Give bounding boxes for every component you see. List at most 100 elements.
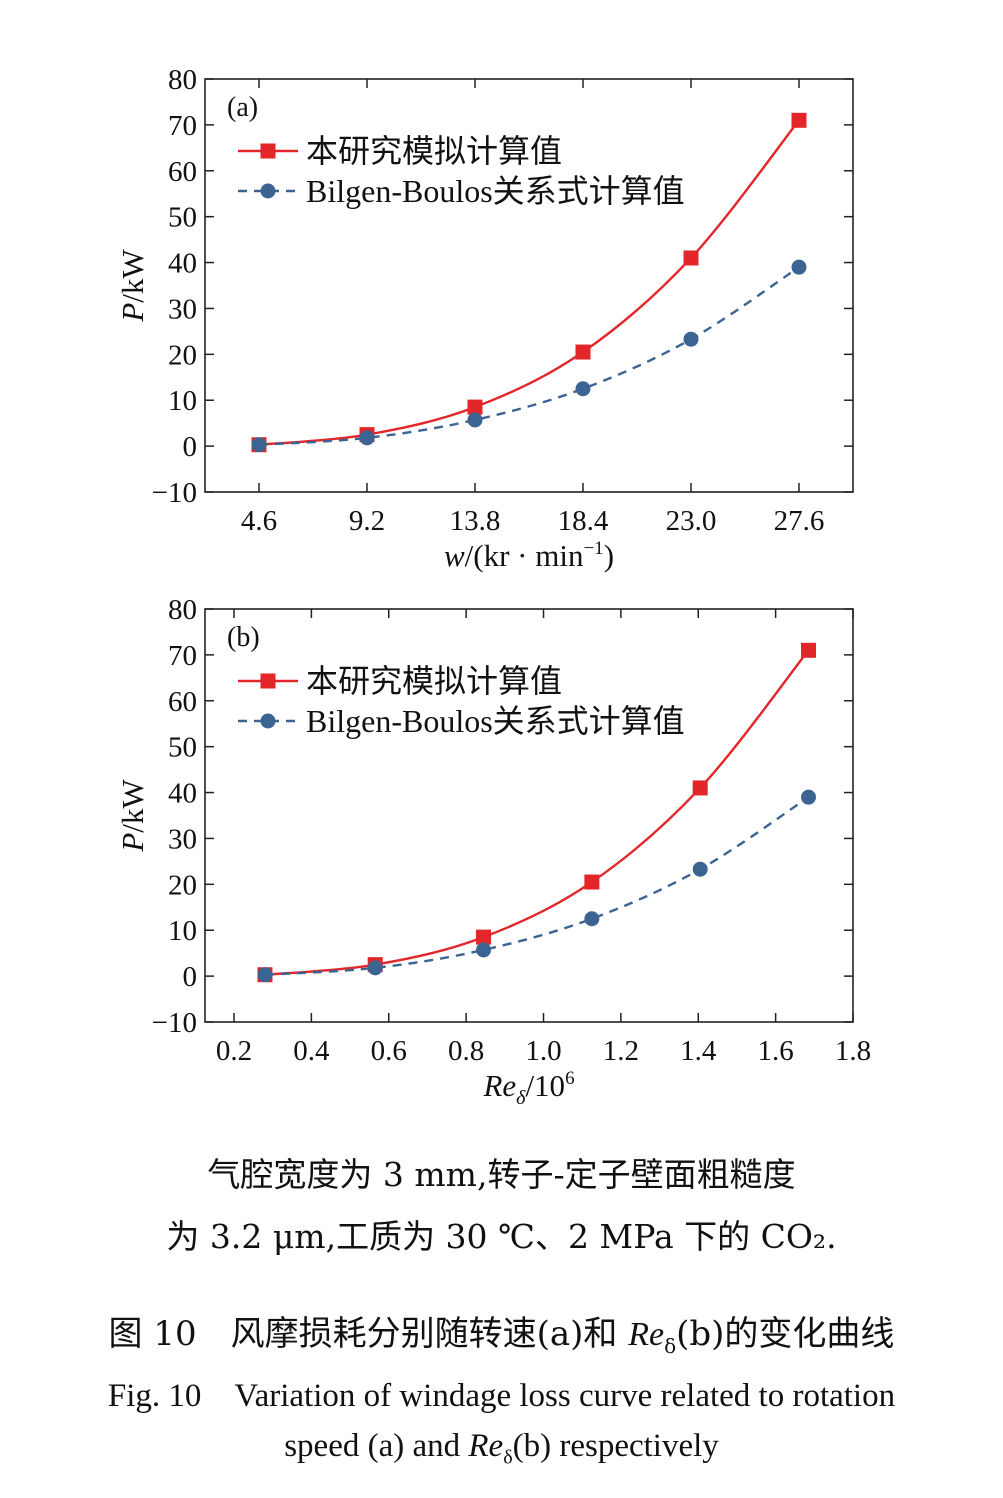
x-tick-label: 0.4: [293, 1035, 330, 1067]
chart-panel-b: −10 0 10 20 30 40 50 60 70 80 0.2 0.4 0.6 0.8 1.0 1.2 1.…: [115, 594, 871, 1109]
y-tick-label: 40: [168, 778, 197, 810]
chart-panel-a: −10 0 10 20 30 40 50 60 70 80 4.6 9.2 13.8 18.4 23.0 27…: [115, 64, 854, 573]
y-tick-label: 60: [168, 156, 197, 188]
plot-frame: [204, 78, 854, 493]
data-point-circle: [791, 259, 807, 275]
x-axis-label-var: Re: [482, 1068, 516, 1103]
y-axis-label-var: P: [115, 303, 150, 323]
x-tick-label: 1.4: [680, 1035, 717, 1067]
figure-title-en-pre: speed (a) and: [284, 1428, 469, 1464]
y-axis-label-unit: /kW: [115, 779, 150, 833]
y-tick-label: 70: [168, 110, 197, 142]
y-tick-label: 0: [183, 431, 198, 463]
figure-title-en-var: Re: [468, 1428, 504, 1464]
x-axis-label-sup: −1: [583, 538, 603, 559]
y-axis-label: P/kW: [115, 779, 150, 853]
data-point-square: [584, 874, 600, 890]
x-axis-label: w/(kr · min−1): [444, 538, 614, 573]
figure-title-en-post: (b) respectively: [512, 1428, 719, 1464]
x-tick-label: 1.2: [603, 1035, 639, 1067]
y-tick-label: 40: [168, 248, 197, 280]
legend-label-2: Bilgen-Boulos关系式计算值: [306, 703, 685, 739]
data-point-circle: [257, 967, 273, 983]
data-point-circle: [584, 911, 600, 927]
y-tick-label: 0: [183, 961, 198, 993]
y-tick-label: 20: [168, 339, 197, 371]
data-point-square: [791, 112, 807, 128]
panel-label: (b): [227, 622, 260, 653]
data-point-square: [692, 780, 708, 796]
y-tick-label: −10: [152, 1007, 197, 1039]
x-axis-label-sub: δ: [516, 1087, 526, 1109]
x-tick-label: 0.6: [371, 1035, 407, 1067]
legend-label-1: 本研究模拟计算值: [306, 663, 562, 699]
data-point-square: [476, 929, 492, 945]
data-point-square: [467, 399, 483, 415]
figure-title-en-sub: δ: [503, 1446, 513, 1469]
data-point-circle: [801, 789, 817, 805]
figure-title-cn-var: Re: [628, 1316, 665, 1353]
data-point-circle: [359, 430, 375, 446]
legend-marker-circle: [260, 713, 276, 729]
y-tick-label: 80: [168, 64, 197, 96]
x-axis-label-close: ): [604, 538, 614, 573]
x-tick-label: 0.8: [448, 1035, 484, 1067]
data-point-circle: [367, 960, 383, 976]
plot-frame: [204, 608, 854, 1023]
x-tick-label: 0.2: [216, 1035, 252, 1067]
data-point-square: [801, 642, 817, 658]
y-tick-label: 20: [168, 869, 197, 901]
series-line-2: [258, 266, 800, 446]
y-tick-label: 50: [168, 202, 197, 234]
y-tick-label: 80: [168, 594, 197, 626]
figure-note-line-1: 气腔宽度为 3 mm,转子-定子壁面粗糙度: [207, 1155, 796, 1194]
x-tick-label: 1.6: [758, 1035, 794, 1067]
data-point-circle: [683, 331, 699, 347]
x-tick-label: 4.6: [241, 505, 277, 537]
figure-title-en-line-2: speed (a) and Reδ(b) respectively: [0, 1428, 1003, 1470]
x-axis-label-unit: /10: [525, 1068, 565, 1103]
legend-marker-square: [260, 143, 276, 159]
figure-title-cn: 图 10 风摩损耗分别随转速(a)和 Reδ(b)的变化曲线: [0, 1306, 1003, 1358]
figure-title-cn-sub: δ: [664, 1333, 677, 1358]
data-point-circle: [575, 381, 591, 397]
x-axis-label-unit: /(kr · min: [465, 538, 584, 573]
figure-title-en-line-1: Fig. 10 Variation of windage loss curve …: [107, 1378, 896, 1414]
x-axis-label-sup: 6: [565, 1068, 575, 1089]
data-point-circle: [251, 437, 267, 453]
data-point-circle: [692, 861, 708, 877]
x-tick-label: 18.4: [558, 505, 609, 537]
y-tick-label: 30: [168, 293, 197, 325]
x-tick-label: 1.0: [525, 1035, 561, 1067]
legend-label-2: Bilgen-Boulos关系式计算值: [306, 173, 685, 209]
figure-title-cn-post: (b)的变化曲线: [676, 1314, 895, 1354]
data-point-circle: [476, 942, 492, 958]
y-axis-label-var: P: [115, 833, 150, 853]
x-tick-label: 23.0: [666, 505, 717, 537]
x-tick-label: 13.8: [450, 505, 501, 537]
y-tick-label: 60: [168, 686, 197, 718]
y-tick-label: 10: [168, 915, 197, 947]
legend-marker-square: [260, 673, 276, 689]
series-line-2: [264, 796, 810, 976]
panel-label: (a): [227, 92, 258, 123]
x-tick-label: 1.8: [835, 1035, 871, 1067]
x-axis-label-var: w: [444, 538, 465, 573]
figure-title-cn-pre: 图 10 风摩损耗分别随转速(a)和: [108, 1314, 629, 1354]
x-tick-label: 9.2: [349, 505, 385, 537]
legend-label-1: 本研究模拟计算值: [306, 133, 562, 169]
y-tick-label: 10: [168, 385, 197, 417]
y-tick-label: 70: [168, 640, 197, 672]
y-axis-label-unit: /kW: [115, 249, 150, 303]
y-tick-label: 30: [168, 823, 197, 855]
y-tick-label: 50: [168, 732, 197, 764]
data-point-square: [575, 344, 591, 360]
data-point-square: [683, 250, 699, 266]
x-axis-label: Reδ/106: [482, 1068, 574, 1109]
x-tick-label: 27.6: [774, 505, 825, 537]
y-tick-label: −10: [152, 477, 197, 509]
data-point-circle: [467, 412, 483, 428]
figure-note-line-2: 为 3.2 μm,工质为 30 ℃、2 MPa 下的 CO₂.: [166, 1217, 837, 1256]
legend-marker-circle: [260, 183, 276, 199]
